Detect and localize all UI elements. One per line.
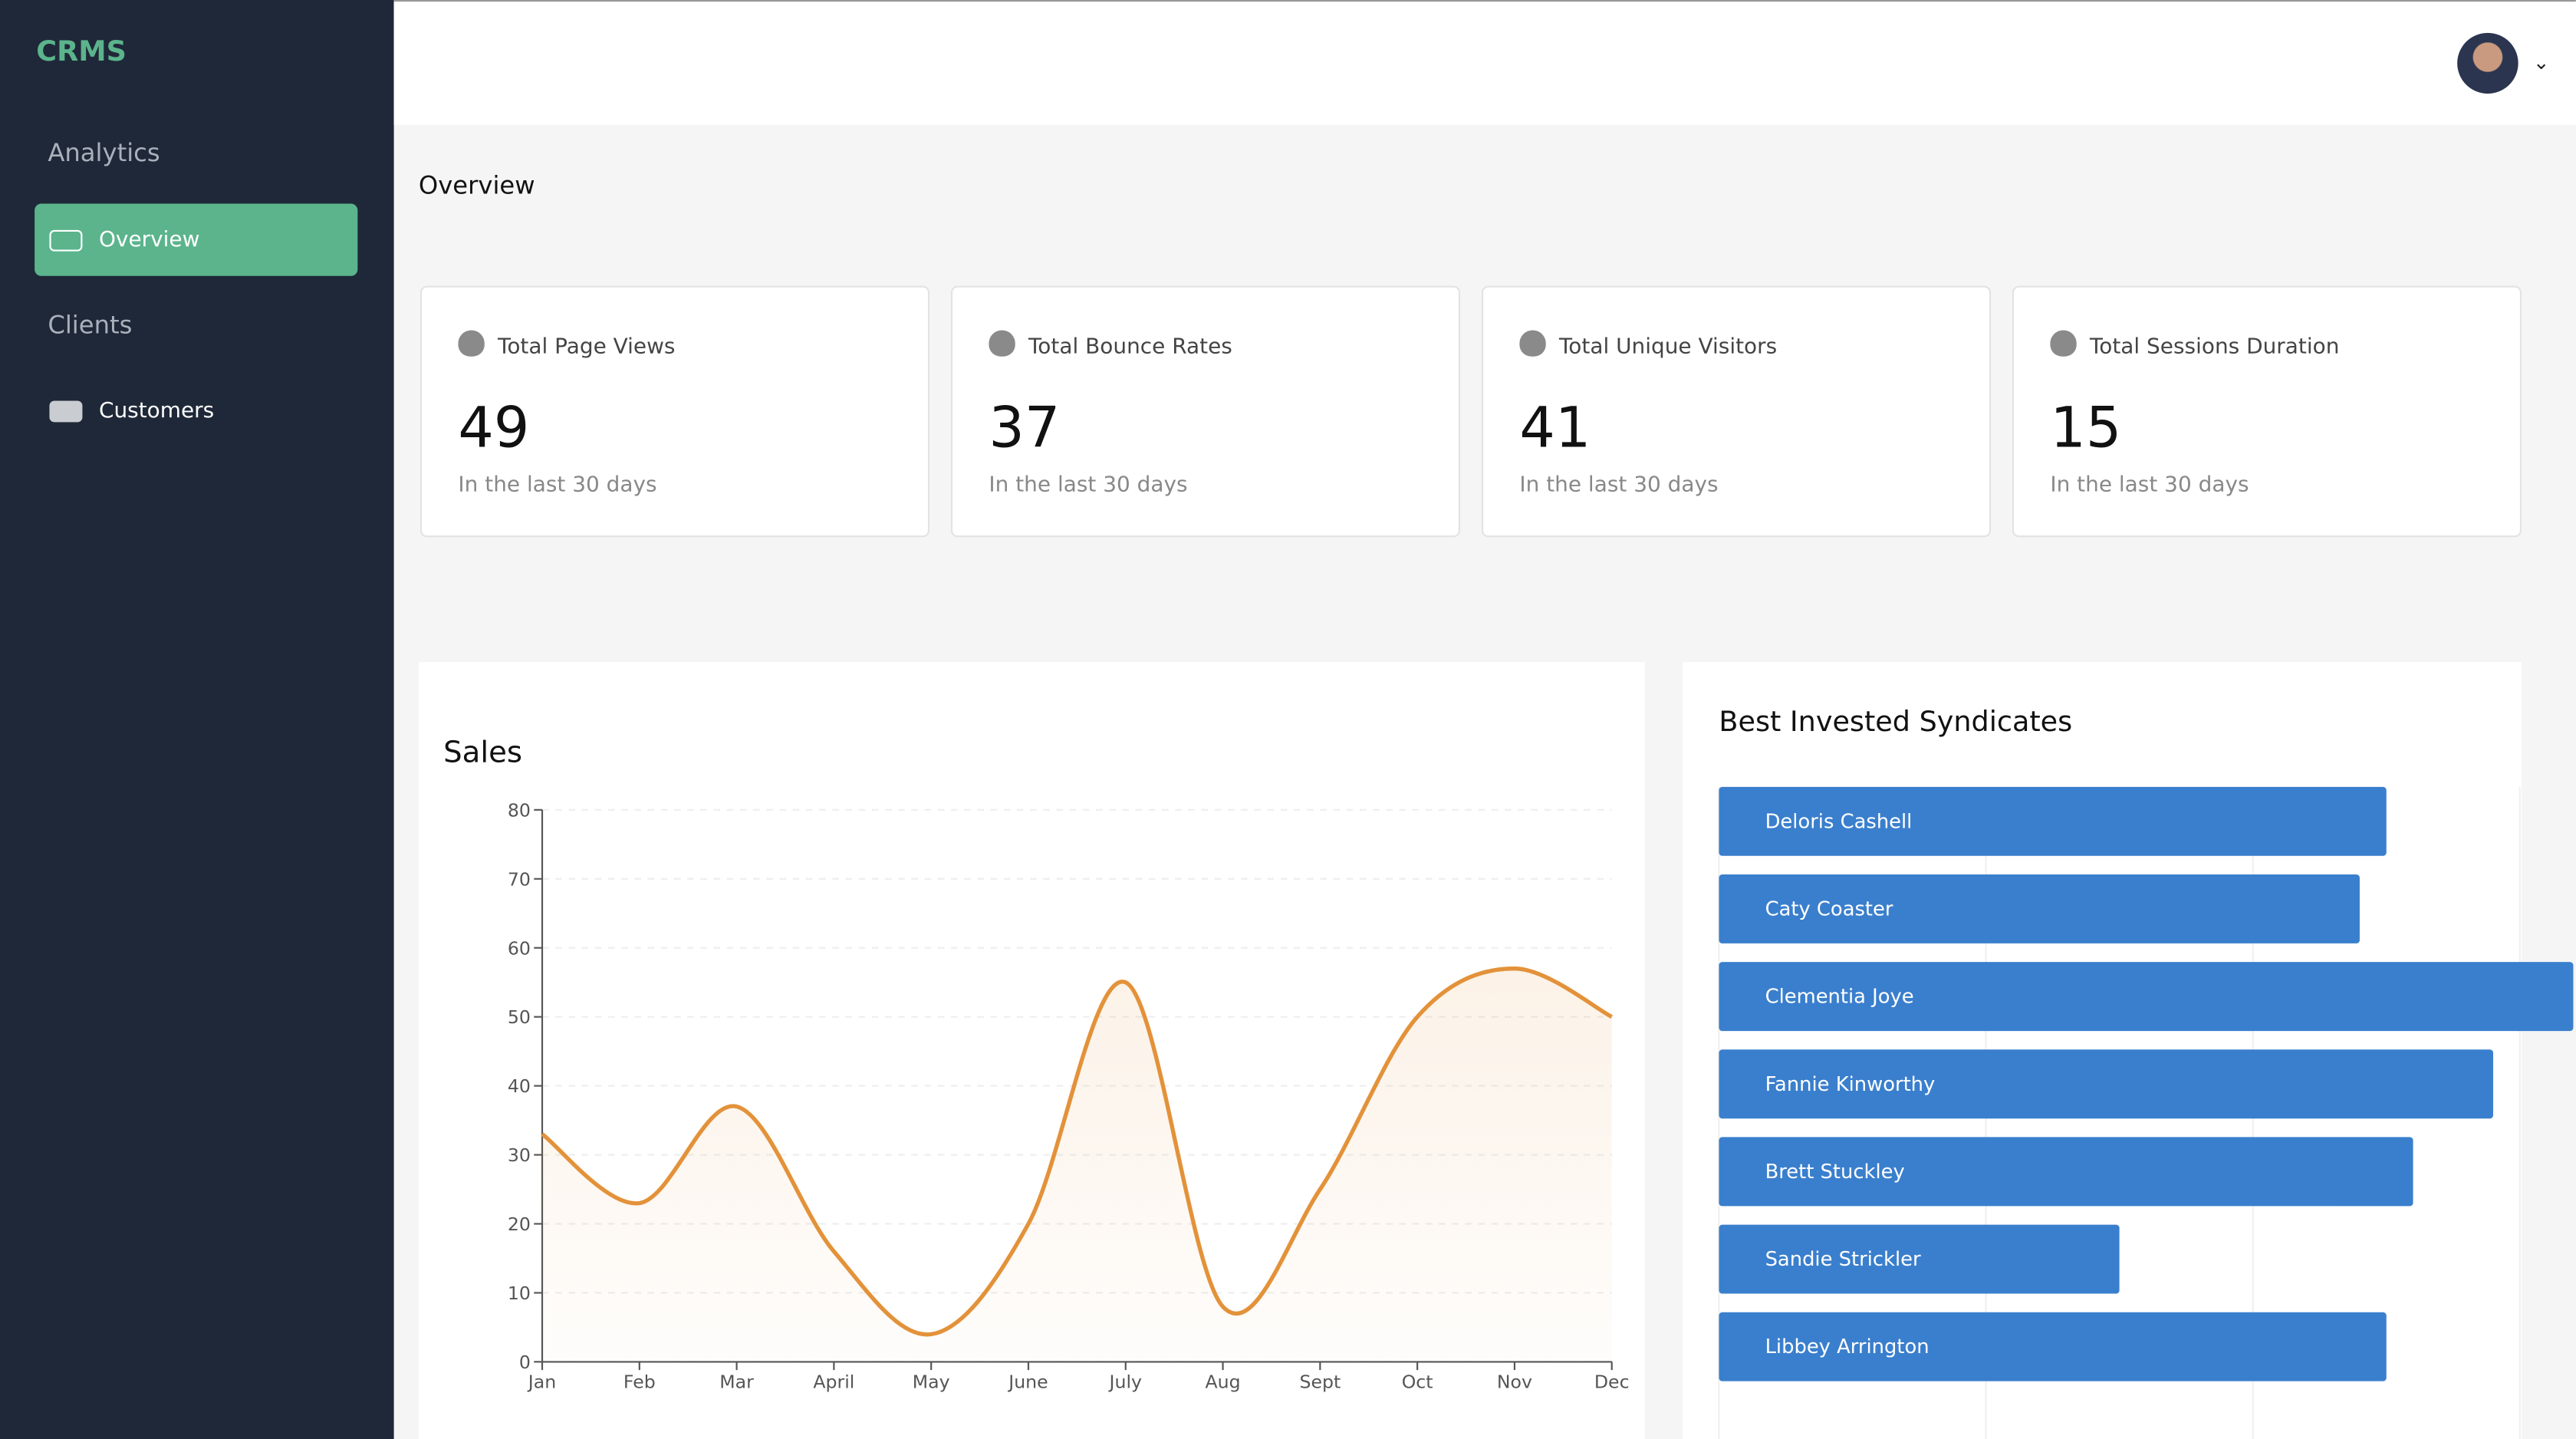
bar-label: Deloris Cashell xyxy=(1765,810,1913,833)
bar-label: Clementia Joye xyxy=(1765,986,1914,1009)
nav-item[interactable]: Overview xyxy=(35,203,358,276)
top-bar: ⌄ xyxy=(393,0,2576,125)
metric-label: Total Page Views xyxy=(497,334,676,361)
nav-label[interactable]: Customers xyxy=(98,398,215,423)
icon xyxy=(989,330,1015,357)
chart-title: Sales xyxy=(443,736,522,770)
x-tick-label: Feb xyxy=(623,1371,656,1393)
metric-note: In the last 30 days xyxy=(989,473,1188,498)
icon xyxy=(2050,330,2077,357)
x-tick-label: Sept xyxy=(1299,1371,1341,1393)
y-tick-label: 50 xyxy=(508,1006,531,1028)
x-tick-label: May xyxy=(913,1371,950,1393)
icon xyxy=(1519,330,1546,357)
y-tick-label: 40 xyxy=(508,1075,531,1097)
metric-label: Total Sessions Duration xyxy=(2089,334,2340,361)
y-tick-label: 70 xyxy=(508,868,531,890)
metric-card: Total Bounce Rates 37 In the last 30 days xyxy=(950,285,1461,538)
section-title: Analytics xyxy=(48,137,160,168)
bar xyxy=(1719,786,2387,856)
nav-label[interactable]: Overview xyxy=(98,227,200,252)
x-tick-label: Oct xyxy=(1402,1371,1433,1393)
sidebar: CRMS Analytics Overview Clients Customer… xyxy=(0,0,394,1439)
metric-card: Total Sessions Duration 15 In the last 30 … xyxy=(2012,285,2522,538)
y-tick-label: 30 xyxy=(508,1144,531,1166)
y-tick-label: 60 xyxy=(508,937,531,959)
icon xyxy=(49,400,83,422)
metric-card: Total Unique Visitors 41 In the last 30 da… xyxy=(1481,285,1991,538)
bar xyxy=(1719,1137,2413,1207)
x-tick-label: June xyxy=(1007,1371,1048,1393)
bar-label: Fannie Kinworthy xyxy=(1765,1073,1936,1096)
x-tick-label: July xyxy=(1108,1371,1143,1393)
x-tick-label: Aug xyxy=(1205,1371,1240,1393)
y-tick-label: 20 xyxy=(508,1213,531,1235)
area xyxy=(542,968,1612,1362)
bar-label: Caty Coaster xyxy=(1765,898,1893,921)
x-tick-label: Nov xyxy=(1497,1371,1532,1393)
x-tick-label: Dec xyxy=(1594,1371,1630,1393)
nav-item[interactable]: Customers xyxy=(35,374,357,446)
bar xyxy=(1719,1224,2120,1294)
y-tick-label: 80 xyxy=(508,799,531,821)
page-title: Overview xyxy=(418,170,535,201)
metric-label: Total Unique Visitors xyxy=(1558,334,1778,361)
metric-label: Total Bounce Rates xyxy=(1028,334,1232,361)
metric-note: In the last 30 days xyxy=(1519,473,1719,498)
x-tick-label: April xyxy=(813,1371,854,1393)
bar-label: Brett Stuckley xyxy=(1765,1161,1905,1184)
icon xyxy=(458,330,485,357)
y-tick-label: 10 xyxy=(508,1283,531,1304)
metric-value: 49 xyxy=(458,396,530,462)
metric-card: Total Page Views 49 In the last 30 days xyxy=(419,285,930,538)
metric-note: In the last 30 days xyxy=(2050,473,2249,498)
bar xyxy=(1719,1312,2387,1381)
bar-label: Sandie Strickler xyxy=(1765,1248,1921,1271)
bar xyxy=(1719,874,2360,943)
icon xyxy=(49,229,83,251)
dropdown-toggle[interactable]: ⌄ xyxy=(2532,51,2550,74)
line xyxy=(541,966,1613,1337)
avatar[interactable] xyxy=(2457,32,2518,94)
metric-value: 37 xyxy=(989,396,1061,462)
y-tick-label: 0 xyxy=(519,1352,531,1373)
x-tick-label: Mar xyxy=(719,1371,754,1393)
bar-label: Libbey Arrington xyxy=(1765,1335,1930,1358)
metric-note: In the last 30 days xyxy=(458,473,657,498)
section-title: Clients xyxy=(48,310,133,341)
metric-value: 15 xyxy=(2050,396,2122,462)
x-tick-label: Jan xyxy=(527,1371,556,1393)
bar xyxy=(1719,962,2574,1032)
bar xyxy=(1719,1049,2494,1119)
brand: CRMS xyxy=(36,36,127,69)
metric-value: 41 xyxy=(1519,396,1591,462)
chart-title: Best Invested Syndicates xyxy=(1719,705,2072,738)
